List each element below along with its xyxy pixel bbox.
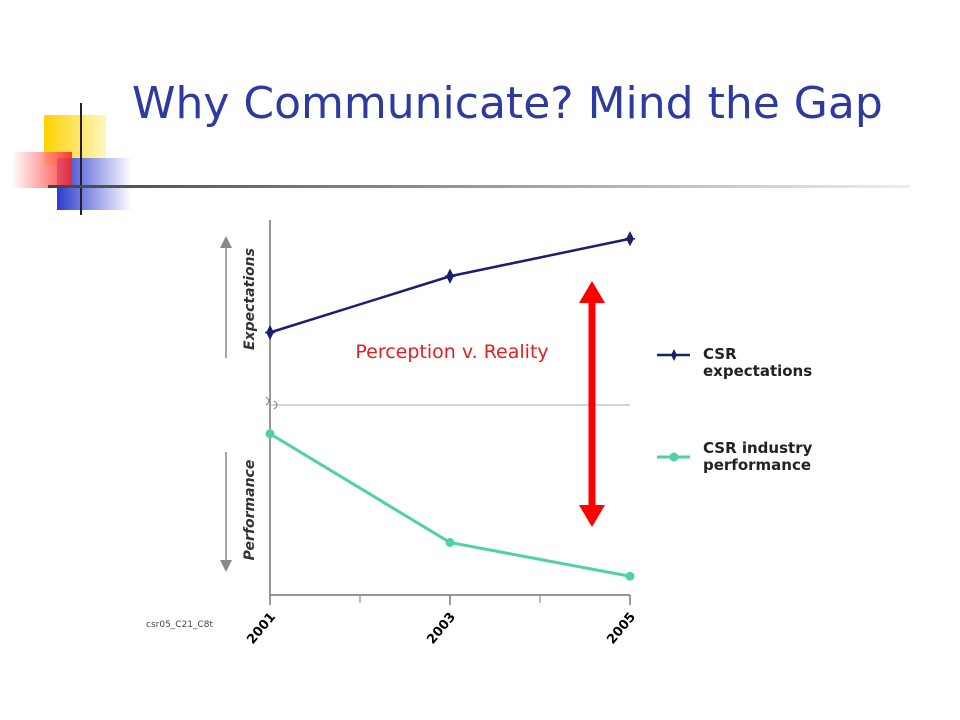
source-note: csr05_C21_C8t xyxy=(146,620,214,630)
legend-marker xyxy=(671,349,677,361)
x-tick-label: 2003 xyxy=(424,610,459,647)
marker xyxy=(625,231,635,247)
deco-red xyxy=(12,152,72,188)
slide-title: Why Communicate? Mind the Gap xyxy=(132,78,883,129)
y-label: Performance xyxy=(242,460,258,561)
legend-label: CSR expectations xyxy=(703,345,813,380)
y-arrow-head xyxy=(220,560,232,572)
chart: 2001 2003 2005 Expectations Performance Perce… xyxy=(146,220,690,647)
y-label: Expectations xyxy=(242,248,258,350)
break-mark xyxy=(265,396,278,410)
series-line xyxy=(269,432,631,578)
legend-label: CSR industry performance xyxy=(703,439,813,474)
annotation: Perception v. Reality xyxy=(355,341,548,363)
title-rule xyxy=(48,185,910,188)
x-tick-label: 2001 xyxy=(244,610,279,647)
legend-marker xyxy=(669,452,679,462)
x-tick-label: 2005 xyxy=(604,610,639,647)
marker xyxy=(265,324,275,341)
marker xyxy=(445,268,455,284)
marker xyxy=(445,538,455,547)
marker xyxy=(625,571,635,581)
y-arrow-head xyxy=(220,236,232,248)
series-line xyxy=(269,237,631,334)
marker xyxy=(265,429,275,439)
